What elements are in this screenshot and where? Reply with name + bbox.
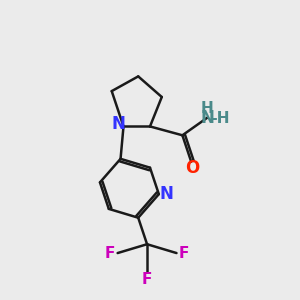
Text: N: N bbox=[111, 115, 125, 133]
Text: N: N bbox=[200, 109, 214, 127]
Text: N: N bbox=[159, 185, 173, 203]
Text: F: F bbox=[142, 272, 152, 287]
Text: O: O bbox=[185, 159, 199, 177]
Text: F: F bbox=[179, 246, 189, 261]
Text: H: H bbox=[201, 101, 214, 116]
Text: F: F bbox=[105, 246, 116, 261]
Text: –H: –H bbox=[209, 111, 230, 126]
